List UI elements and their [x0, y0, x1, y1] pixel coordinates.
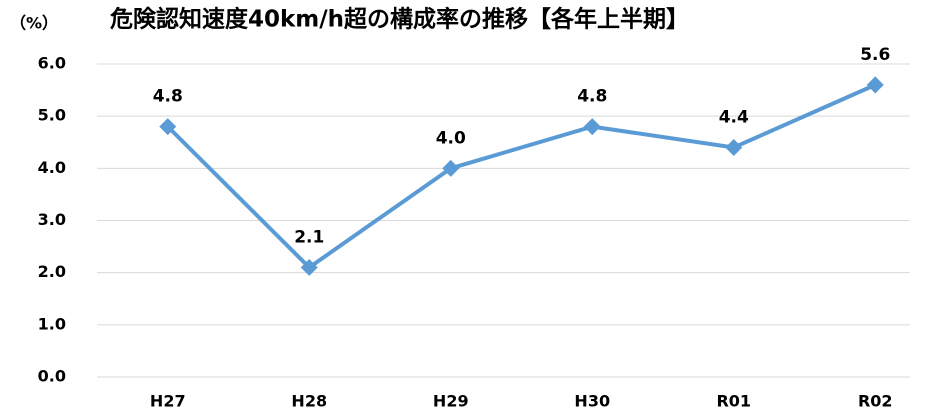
x-tick-label: R01 [716, 392, 751, 411]
y-tick-label: 3.0 [38, 210, 66, 229]
line [166, 83, 877, 270]
marker [725, 138, 743, 156]
x-tick-label: H30 [574, 392, 610, 411]
y-tick-label: 0.0 [38, 367, 66, 386]
x-tick-label: H28 [291, 392, 327, 411]
y-tick-label: 4.0 [38, 158, 66, 177]
x-tick-label: H27 [150, 392, 186, 411]
marker [866, 76, 884, 94]
chart-title: 危険認知速度40km/h超の構成率の推移【各年上半期】 [110, 6, 689, 33]
data-label: 4.8 [153, 87, 183, 107]
marker [583, 118, 601, 136]
y-tick-label: 6.0 [38, 54, 66, 73]
data-label: 2.1 [294, 227, 324, 247]
y-axis-label: （%） [10, 14, 58, 33]
data-label: 5.6 [860, 45, 890, 65]
data-label: 4.0 [436, 128, 466, 148]
y-tick-label: 1.0 [38, 314, 66, 333]
data-label: 4.4 [719, 107, 749, 127]
y-tick-label: 2.0 [38, 262, 66, 281]
y-tick-label: 5.0 [38, 106, 66, 125]
marker [300, 258, 318, 276]
data-label: 4.8 [577, 87, 607, 107]
x-tick-label: R02 [858, 392, 893, 411]
x-tick-label: H29 [433, 392, 469, 411]
marker [159, 118, 177, 136]
marker [442, 159, 460, 177]
